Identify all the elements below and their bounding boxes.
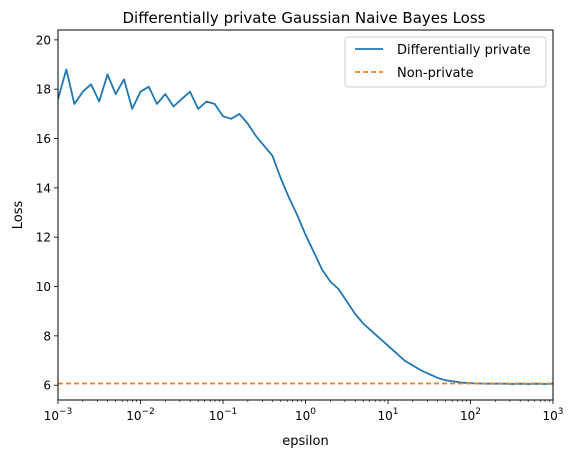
x-tick-label: 10−1	[209, 407, 238, 423]
series-layer	[58, 68, 553, 385]
y-tick-label: 20	[36, 33, 51, 47]
y-tick-label: 18	[36, 83, 51, 97]
legend-label-differentially-private: Differentially private	[397, 43, 531, 58]
x-tick-label: 10−2	[126, 407, 155, 423]
y-tick-label: 6	[43, 379, 51, 393]
y-tick-label: 14	[36, 181, 51, 195]
y-tick-label: 16	[36, 132, 51, 146]
x-tick-label: 100	[295, 407, 316, 423]
x-tick-label: 103	[542, 407, 563, 423]
legend-label-non-private: Non-private	[397, 66, 474, 81]
axes-layer: 10−3 10−2 10−1 100 101 102 103 6 8 10 12 14 16 18 20	[36, 33, 564, 423]
legend-box	[344, 36, 547, 88]
series-line-differentially-private	[58, 68, 553, 385]
y-tick-label: 10	[36, 280, 51, 294]
x-axis-label: epsilon	[282, 434, 328, 449]
legend: Differentially private Non-private	[344, 36, 547, 88]
x-tick-label: 101	[377, 407, 398, 423]
x-tick-label: 102	[460, 407, 481, 423]
x-tick-label: 10−3	[44, 407, 73, 423]
y-axis-label: Loss	[11, 201, 26, 230]
y-tick-label: 8	[43, 329, 51, 343]
y-tick-label: 12	[36, 231, 51, 245]
chart-title: Differentially private Gaussian Naive Ba…	[123, 9, 486, 27]
